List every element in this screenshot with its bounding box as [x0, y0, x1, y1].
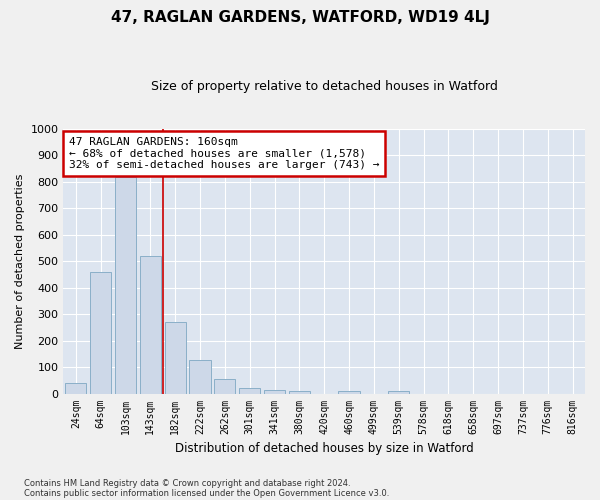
Text: Contains public sector information licensed under the Open Government Licence v3: Contains public sector information licen…: [24, 488, 389, 498]
Bar: [90, 272, 111, 394]
Title: Size of property relative to detached houses in Watford: Size of property relative to detached ho…: [151, 80, 497, 93]
Bar: [338, 391, 359, 394]
Bar: [115, 176, 136, 394]
Bar: [239, 388, 260, 394]
Bar: [289, 391, 310, 394]
Text: 47 RAGLAN GARDENS: 160sqm
← 68% of detached houses are smaller (1,578)
32% of se: 47 RAGLAN GARDENS: 160sqm ← 68% of detac…: [68, 137, 379, 170]
Bar: [140, 256, 161, 394]
Text: Contains HM Land Registry data © Crown copyright and database right 2024.: Contains HM Land Registry data © Crown c…: [24, 478, 350, 488]
Bar: [65, 383, 86, 394]
Bar: [190, 360, 211, 394]
Bar: [164, 322, 186, 394]
Bar: [214, 379, 235, 394]
Text: 47, RAGLAN GARDENS, WATFORD, WD19 4LJ: 47, RAGLAN GARDENS, WATFORD, WD19 4LJ: [110, 10, 490, 25]
X-axis label: Distribution of detached houses by size in Watford: Distribution of detached houses by size …: [175, 442, 473, 455]
Bar: [388, 391, 409, 394]
Y-axis label: Number of detached properties: Number of detached properties: [15, 174, 25, 349]
Bar: [264, 390, 285, 394]
